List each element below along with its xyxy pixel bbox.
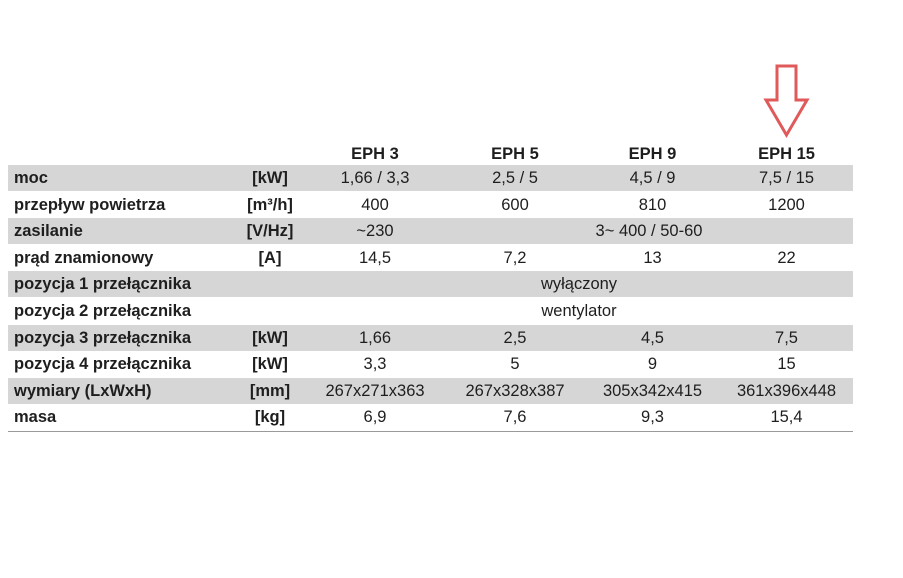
table-row: pozycja 2 przełącznika wentylator: [8, 298, 853, 324]
value-cell: 5: [510, 355, 520, 374]
table-row: pozycja 1 przełącznika wyłączony: [8, 271, 853, 298]
table-row: wymiary (LxWxH) [mm] 267x271x363 267x328x38…: [8, 377, 853, 404]
unit-label: [kW]: [252, 169, 288, 187]
row-label: pozycja 1 przełącznika: [14, 275, 191, 294]
value-cell: 600: [501, 195, 529, 214]
value-cell: 22: [777, 248, 796, 267]
value-cell: 267x328x387: [465, 381, 565, 400]
value-cell: 305x342x415: [602, 381, 703, 400]
column-header: EPH 5: [491, 145, 539, 163]
table-row: pozycja 4 przełącznika [kW] 3,3 5 9 15: [8, 351, 853, 377]
value-cell: ~230: [356, 222, 394, 241]
table-row: moc [kW] 1,66 / 3,3 2,5 / 5 4,5 / 9 7,5 / 15: [8, 165, 853, 191]
unit-label: [kg]: [254, 408, 286, 427]
table-bottom-border: [8, 431, 853, 432]
value-cell: 267x271x363: [325, 381, 425, 400]
row-label: pozycja 2 przełącznika: [14, 302, 191, 320]
arrow-icon: [763, 64, 810, 138]
value-cell: 15: [777, 355, 796, 374]
value-cell: 3,3: [363, 355, 387, 374]
unit-label: [A]: [258, 248, 282, 267]
row-label: pozycja 3 przełącznika: [14, 328, 191, 347]
value-cell: 361x396x448: [736, 381, 837, 400]
value-cell: 7,2: [503, 248, 527, 267]
table-row: prąd znamionowy [A] 14,5 7,2 13 22: [8, 245, 853, 271]
value-cell: wyłączony: [540, 275, 618, 294]
value-cell: 2,5 / 5: [492, 169, 538, 187]
value-cell: 400: [361, 195, 389, 214]
value-cell: 3~ 400 / 50-60: [595, 222, 703, 241]
row-label: przepływ powietrza: [14, 195, 166, 214]
row-label: prąd znamionowy: [14, 248, 154, 267]
value-cell: 13: [643, 248, 662, 267]
row-label: zasilanie: [14, 222, 83, 241]
row-label: wymiary (LxWxH): [14, 381, 152, 400]
value-cell: 7,5: [775, 328, 798, 347]
unit-label: [V/Hz]: [246, 222, 294, 241]
column-header: EPH 9: [628, 145, 677, 163]
value-cell: 14,5: [358, 248, 392, 267]
table-row: przepływ powietrza [m³/h] 400 600 810 1200: [8, 192, 853, 218]
table-row: masa [kg] 6,9 7,6 9,3 15,4: [8, 404, 853, 430]
value-cell: 15,4: [770, 408, 803, 427]
value-cell: 1,66: [358, 328, 392, 347]
column-header: EPH 3: [351, 145, 399, 163]
value-cell: 810: [638, 195, 667, 214]
value-cell: 6,9: [363, 408, 387, 427]
value-cell: wentylator: [541, 302, 617, 320]
value-cell: 9,3: [641, 408, 664, 427]
value-cell: 9: [647, 355, 658, 374]
table-row: zasilanie [V/Hz] ~230 3~ 400 / 50-60: [8, 218, 853, 245]
unit-label: [m³/h]: [247, 195, 293, 214]
value-cell: 7,5 / 15: [758, 169, 815, 187]
value-cell: 4,5 / 9: [629, 169, 676, 187]
column-header: EPH 15: [758, 145, 815, 163]
unit-label: [kW]: [252, 355, 288, 374]
unit-label: [kW]: [252, 328, 288, 347]
value-cell: 2,5: [503, 328, 527, 347]
value-cell: 1,66 / 3,3: [340, 169, 410, 187]
value-cell: 7,6: [503, 408, 527, 427]
row-label: moc: [14, 169, 48, 187]
unit-label: [mm]: [249, 381, 291, 400]
value-cell: 1200: [768, 195, 805, 214]
row-label: masa: [14, 408, 57, 427]
table-row: pozycja 3 przełącznika [kW] 1,66 2,5 4,5 7,5: [8, 324, 853, 351]
row-label: pozycja 4 przełącznika: [14, 355, 191, 374]
value-cell: 4,5: [641, 328, 664, 347]
